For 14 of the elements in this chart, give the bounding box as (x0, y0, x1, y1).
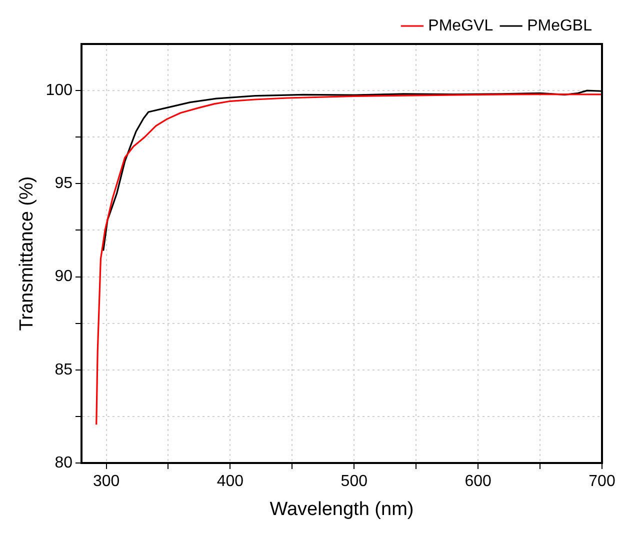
x-axis-title: Wavelength (nm) (270, 498, 414, 520)
y-tick-label: 80 (54, 454, 73, 472)
x-tick-label: 300 (92, 473, 120, 490)
y-tick-label: 90 (54, 268, 73, 286)
y-axis-title: Transmittance (%) (16, 176, 38, 331)
legend-label: PMeGVL (428, 17, 494, 34)
y-tick-label: 85 (54, 361, 73, 378)
x-tick-label: 400 (216, 473, 244, 490)
y-tick-label: 100 (46, 82, 73, 99)
y-tick-label: 95 (54, 175, 73, 192)
x-tick-label: 600 (464, 473, 492, 490)
x-tick-label: 500 (340, 473, 368, 490)
x-tick-label: 700 (588, 473, 616, 490)
legend-label: PMeGBL (527, 17, 592, 34)
